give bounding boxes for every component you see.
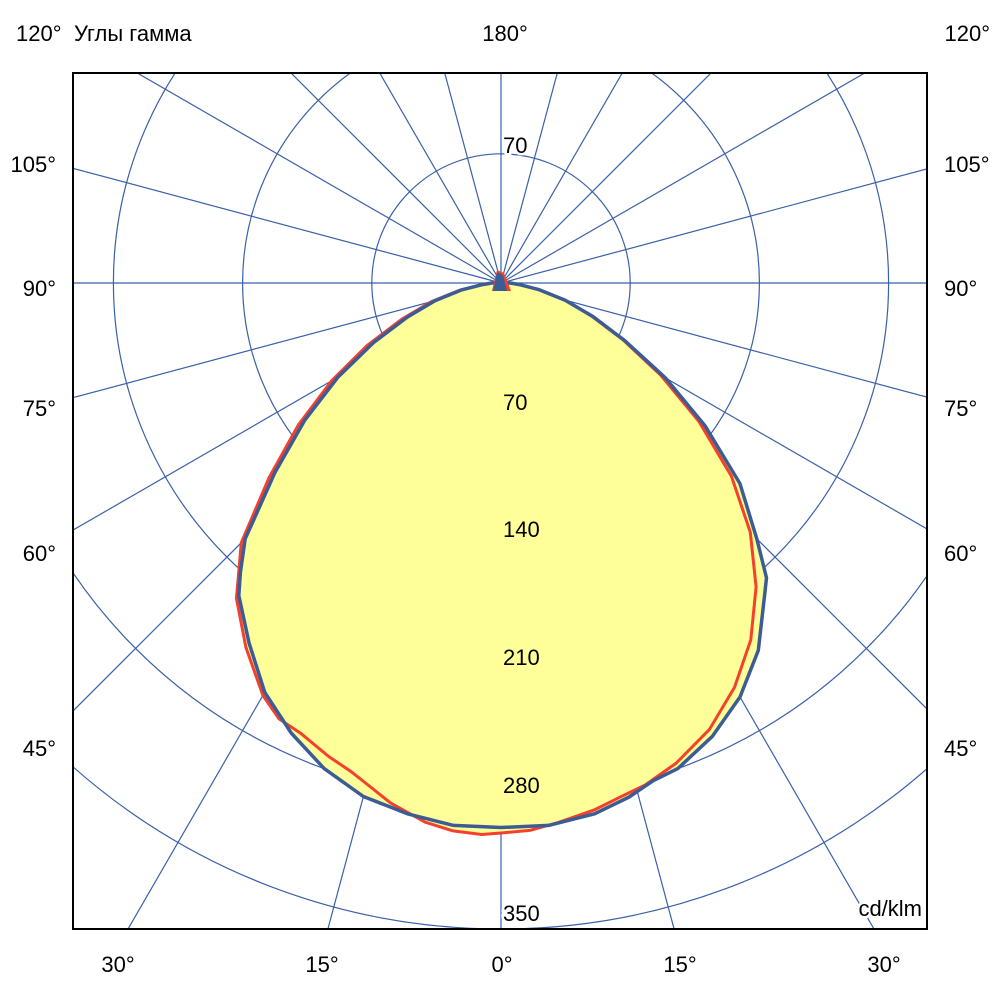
radial-tick-label: 280 [503, 773, 540, 798]
grid-ray [73, 282, 502, 531]
bottom-angle-label: 30° [101, 952, 134, 977]
radial-tick-label: 140 [503, 517, 540, 542]
unit-label: cd/klm [858, 896, 922, 921]
left-angle-label: 90° [23, 276, 56, 301]
grid-ray [500, 168, 927, 284]
bottom-angle-label: 15° [663, 952, 696, 977]
left-angle-label: 75° [23, 396, 56, 421]
grid-ray [500, 282, 927, 398]
grid-ray [136, 73, 502, 284]
grid-ray [290, 73, 502, 284]
bottom-angle-label: 15° [305, 952, 338, 977]
grid-ray [500, 282, 927, 530]
grid-ray [500, 73, 866, 284]
radial-tick-label: 350 [503, 901, 540, 926]
radial-tick-label: 70 [503, 133, 527, 158]
left-angle-label: 60° [23, 541, 56, 566]
curve-blue [237, 281, 769, 830]
grid-ray [73, 167, 502, 284]
corner-angle-label-right: 120° [944, 21, 990, 46]
curve-red [234, 281, 758, 836]
bottom-angle-label: 30° [867, 952, 900, 977]
bottom-angle-label: 0° [491, 952, 512, 977]
grid-ray [500, 73, 623, 284]
grid-ray [73, 282, 502, 399]
right-angle-label: 105° [944, 152, 990, 177]
left-angle-label: 45° [23, 736, 56, 761]
right-angle-label: 90° [944, 276, 977, 301]
grid-ray [444, 73, 502, 284]
plot-border [72, 72, 928, 930]
right-angle-label: 45° [944, 736, 977, 761]
grid-ray [500, 73, 712, 284]
top-angle-label: 180° [482, 21, 528, 46]
left-angle-label: 105° [10, 152, 56, 177]
corner-angle-label-left: 120° [16, 21, 62, 46]
radial-tick-label: 70 [503, 390, 527, 415]
right-angle-label: 75° [944, 396, 977, 421]
grid-ray [379, 73, 502, 284]
chart-title: Углы гамма [74, 21, 192, 46]
radial-tick-label: 210 [503, 645, 540, 670]
right-angle-label: 60° [944, 541, 977, 566]
curve-blue-fill [238, 283, 767, 828]
apex-artifact-blue [493, 272, 507, 291]
grid-ray [500, 73, 558, 284]
